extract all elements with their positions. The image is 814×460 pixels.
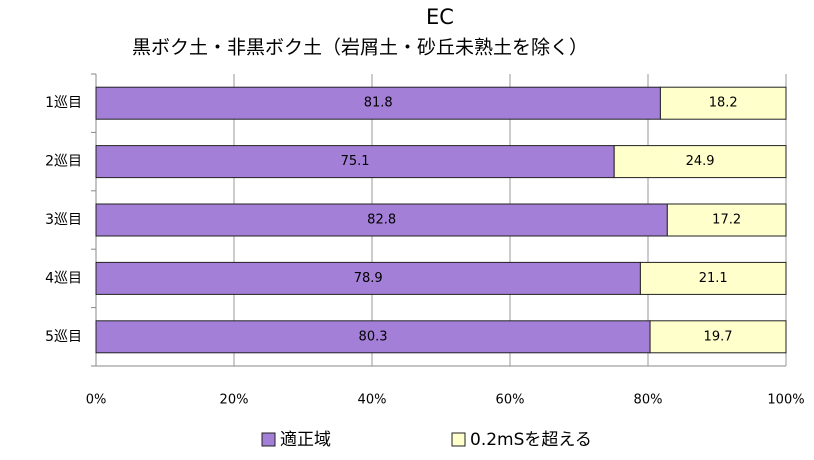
bar <box>659 86 787 120</box>
y-tick-label: 3巡目 <box>45 212 82 228</box>
data-label: 21.1 <box>699 271 728 286</box>
x-tick-label: 40% <box>358 393 387 408</box>
data-label: 18.2 <box>709 96 738 111</box>
bar <box>649 320 787 354</box>
bar <box>95 320 651 354</box>
x-tick-label: 80% <box>634 393 663 408</box>
y-tick-label: 4巡目 <box>45 270 82 286</box>
data-label: 78.9 <box>354 271 383 286</box>
chart-subtitle: 黒ボク土・非黒ボク土（岩屑土・砂丘未熟土を除く） <box>132 37 588 59</box>
legend-label: 0.2mSを超える <box>470 430 592 450</box>
data-label: 19.7 <box>704 329 733 344</box>
x-tick-label: 0% <box>86 393 107 408</box>
y-tick-label: 1巡目 <box>45 95 82 111</box>
bar <box>666 203 787 237</box>
data-label: 80.3 <box>359 329 388 344</box>
legend-swatch <box>261 432 276 447</box>
x-tick-label: 60% <box>496 393 525 408</box>
data-label: 24.9 <box>686 154 715 169</box>
x-tick-label: 100% <box>767 393 804 408</box>
data-label: 17.2 <box>712 213 741 228</box>
bar <box>639 261 787 295</box>
y-tick-label: 2巡目 <box>45 154 82 170</box>
legend-label: 適正域 <box>280 430 331 450</box>
bar <box>95 261 641 295</box>
data-label: 82.8 <box>367 213 396 228</box>
bar <box>95 145 615 179</box>
legend-swatch <box>451 432 466 447</box>
x-tick-label: 20% <box>220 393 249 408</box>
chart-title: EC <box>426 5 454 29</box>
bar <box>613 145 787 179</box>
data-label: 75.1 <box>341 154 370 169</box>
data-label: 81.8 <box>364 96 393 111</box>
y-tick-label: 5巡目 <box>45 329 82 345</box>
